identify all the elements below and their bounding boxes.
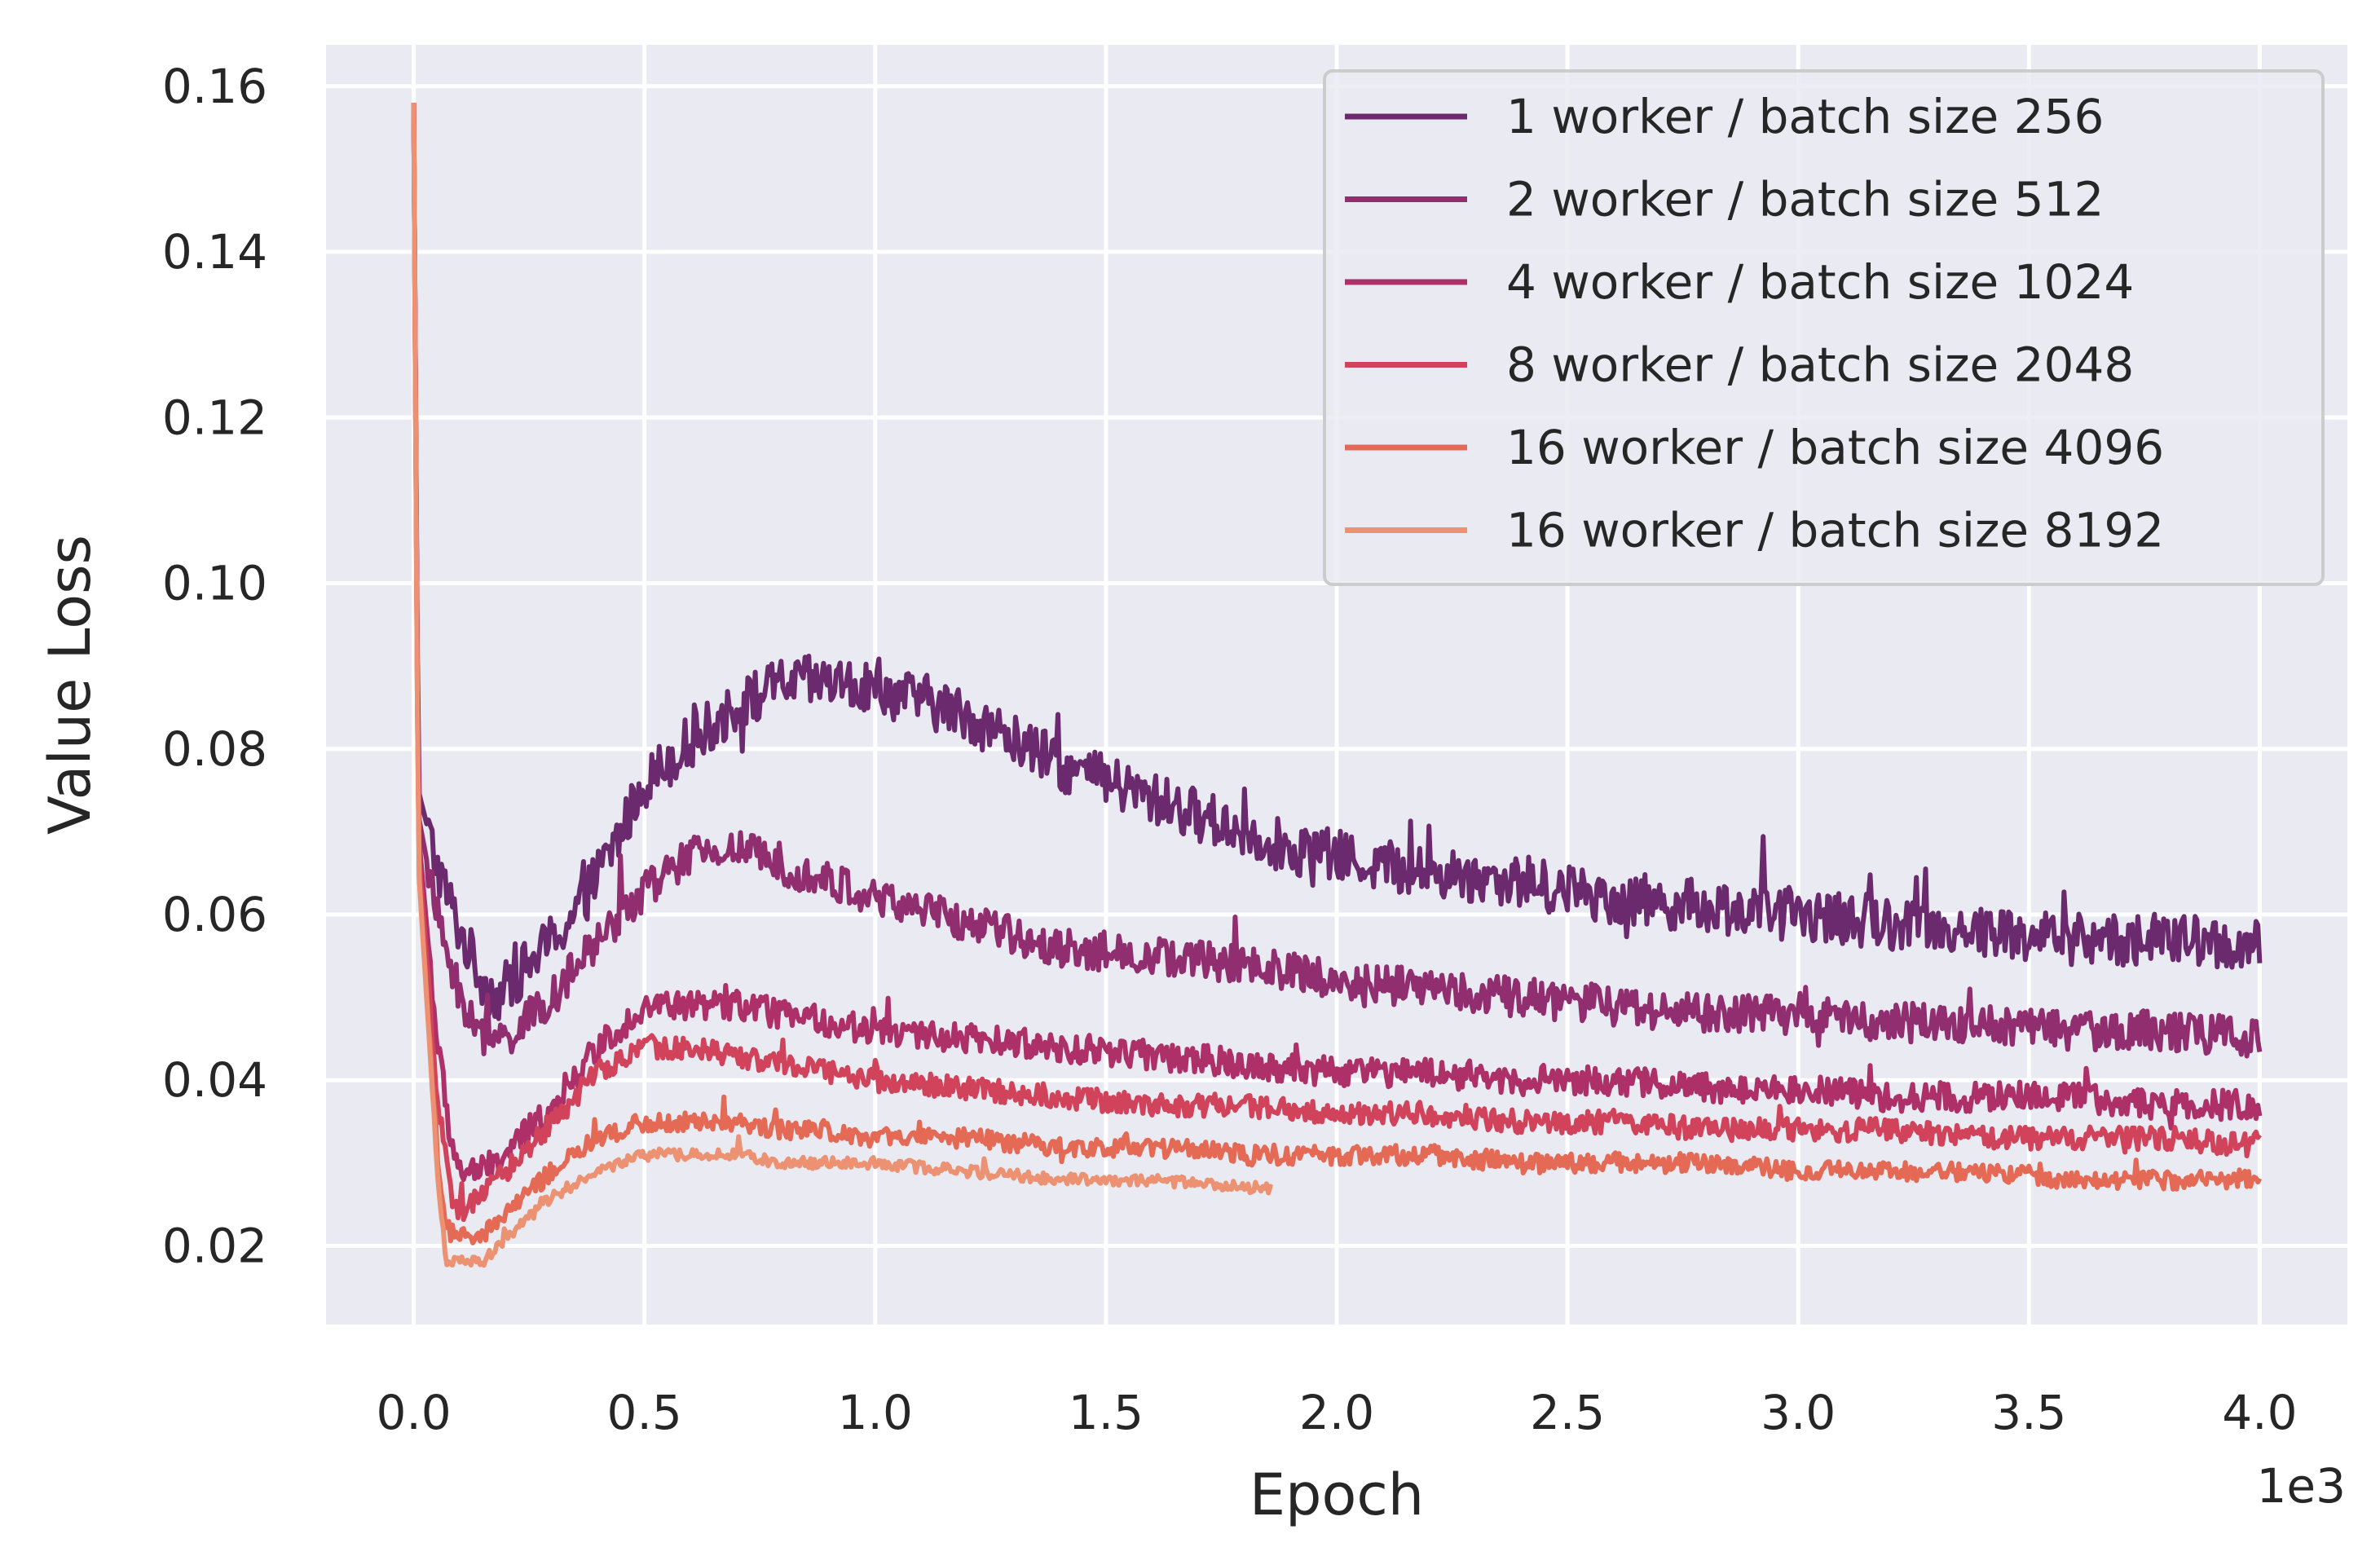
y-tick-label: 0.06	[162, 887, 267, 942]
legend-label: 1 worker / batch size 256	[1506, 89, 2104, 144]
x-offset-label: 1e3	[2257, 1458, 2347, 1514]
x-tick-label: 1.0	[838, 1385, 913, 1440]
legend-label: 4 worker / batch size 1024	[1506, 254, 2134, 310]
x-tick-label: 2.0	[1299, 1385, 1374, 1440]
x-tick-label: 4.0	[2222, 1385, 2297, 1440]
y-axis-label: Value Loss	[37, 535, 104, 835]
series-lines	[411, 103, 2263, 1268]
series-line-4	[411, 103, 2262, 1223]
y-tick-label: 0.16	[162, 59, 267, 114]
x-tick-label: 3.5	[1991, 1385, 2066, 1440]
x-tick-label: 0.0	[376, 1385, 451, 1440]
x-axis-label: Epoch	[1250, 1461, 1424, 1528]
x-tick-label: 1.5	[1069, 1385, 1144, 1440]
x-tick-label: 2.5	[1530, 1385, 1605, 1440]
x-tick-labels: 0.0 0.5 1.0 1.5 2.0 2.5 3.0 3.5 4.0	[376, 1385, 2297, 1440]
legend-box	[1323, 69, 2325, 586]
y-tick-label: 0.02	[162, 1218, 267, 1273]
series-line-2	[411, 103, 2263, 1059]
legend-label: 16 worker / batch size 8192	[1506, 503, 2164, 558]
y-tick-label: 0.10	[162, 556, 267, 611]
series-line-3	[411, 103, 2263, 1183]
legend-label: 16 worker / batch size 4096	[1506, 420, 2164, 475]
legend-items: 1 worker / batch size 256 2 worker / batc…	[1345, 89, 2164, 558]
x-tick-label: 0.5	[607, 1385, 682, 1440]
x-tick-label: 3.0	[1761, 1385, 1836, 1440]
legend-label: 8 worker / batch size 2048	[1506, 337, 2134, 393]
series-line-5	[411, 103, 2263, 1245]
y-tick-label: 0.12	[162, 390, 267, 445]
legend-label: 2 worker / batch size 512	[1506, 172, 2104, 227]
y-tick-labels: 0.02 0.04 0.06 0.08 0.10 0.12 0.14 0.16	[162, 59, 267, 1274]
series-line-1	[411, 103, 2263, 1021]
series-line-6	[411, 103, 1274, 1268]
legend: 1 worker / batch size 256 2 worker / batc…	[1323, 69, 2325, 586]
y-tick-label: 0.04	[162, 1052, 267, 1108]
y-tick-label: 0.14	[162, 224, 267, 280]
y-tick-label: 0.08	[162, 721, 267, 777]
